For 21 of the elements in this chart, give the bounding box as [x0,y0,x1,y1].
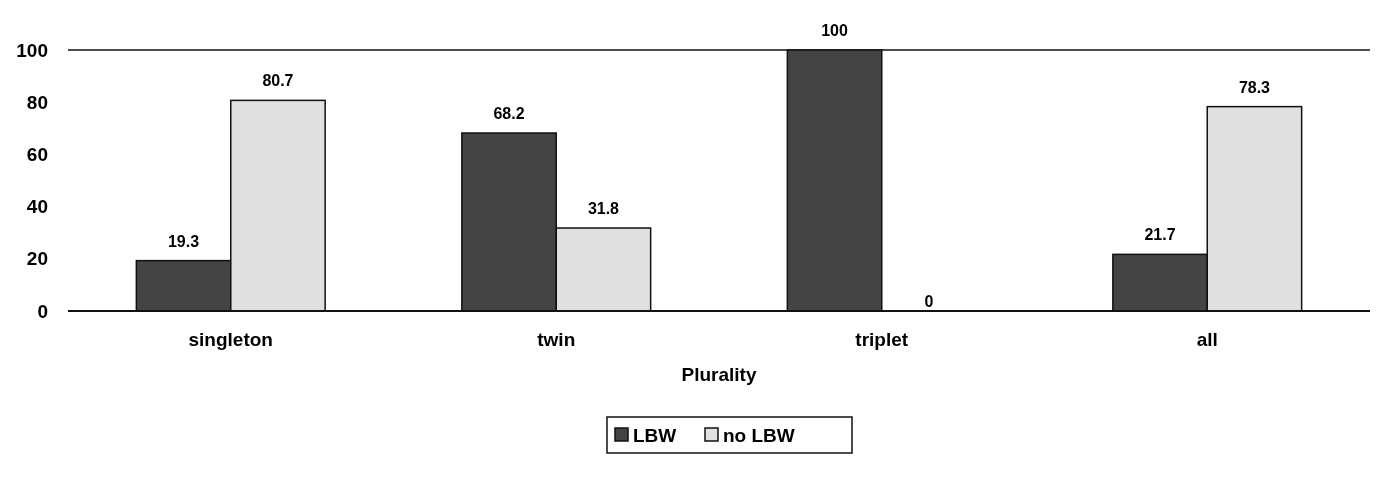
data-label: 78.3 [1238,78,1271,96]
data-label: 19.3 [167,232,200,250]
data-label: 0 [924,293,934,310]
y-tick-label: 100 [16,39,48,61]
data-label: 100 [821,22,848,39]
x-tick-label: triplet [855,329,909,350]
x-tick-label: twin [537,329,576,350]
x-tick-label: all [1196,329,1218,350]
data-label: 21.7 [1144,226,1176,244]
x-axis-title: Plurality [681,364,757,385]
legend-label: no LBW [723,424,795,446]
data-label: 80.7 [262,72,294,90]
x-tick-label: singleton [188,329,273,350]
y-tick-label: 60 [26,144,48,166]
legend-label: LBW [633,424,677,446]
y-tick-label: 40 [26,196,48,218]
y-tick-label: 0 [37,300,48,322]
y-tick-label: 20 [26,248,48,270]
y-tick-label: 80 [26,91,48,113]
data-label: 68.2 [493,105,525,122]
data-label: 31.8 [587,200,620,217]
